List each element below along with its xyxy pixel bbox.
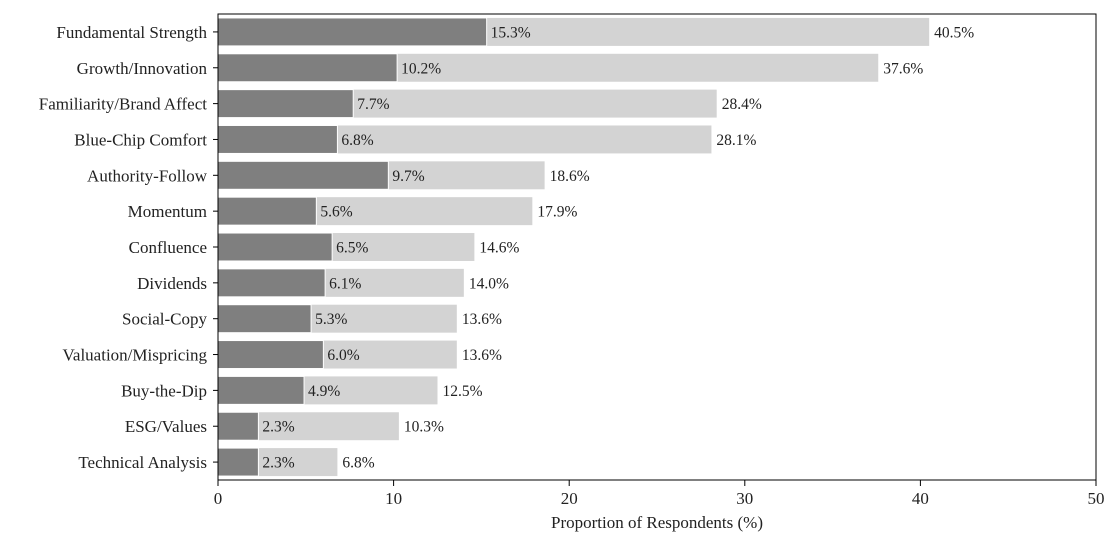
value-label-total: 28.1%	[716, 132, 756, 149]
x-tick-label: 0	[214, 489, 223, 508]
bar-strong	[217, 89, 354, 119]
category-label: Social-Copy	[122, 310, 207, 329]
bar-strong	[217, 160, 389, 190]
category-labels: Fundamental Strength Growth/Innovation Fam…	[39, 23, 218, 472]
value-label-total: 6.8%	[342, 455, 374, 472]
value-label-total: 12.5%	[443, 383, 483, 400]
x-tick-label: 30	[736, 489, 753, 508]
value-label-total: 10.3%	[404, 419, 444, 436]
bar-strong	[217, 196, 317, 226]
category-label: Dividends	[137, 274, 207, 293]
value-label-strong: 5.3%	[315, 311, 347, 328]
value-label-total: 13.6%	[462, 311, 502, 328]
bar-strong	[217, 17, 488, 47]
category-label: Momentum	[128, 202, 207, 221]
value-label-strong: 5.6%	[320, 204, 352, 221]
value-label-strong: 15.3%	[491, 24, 531, 41]
category-label: Valuation/Mispricing	[63, 346, 208, 365]
category-label: Fundamental Strength	[56, 23, 207, 42]
value-label-strong: 6.1%	[329, 275, 361, 292]
value-labels: 15.3% 40.5% 10.2% 37.6% 7.7% 28.4% 6.8% 28.1% 9.…	[262, 24, 974, 471]
value-label-strong: 9.7%	[392, 168, 424, 185]
value-label-strong: 2.3%	[262, 455, 294, 472]
x-axis-ticks: 0 10 20 30 40 50	[214, 480, 1105, 508]
value-label-strong: 7.7%	[357, 96, 389, 113]
category-label: Buy-the-Dip	[121, 381, 207, 400]
category-label: Blue-Chip Comfort	[74, 130, 207, 149]
value-label-strong: 6.0%	[327, 347, 359, 364]
bar-strong	[217, 340, 324, 370]
category-label: ESG/Values	[125, 417, 207, 436]
value-label-total: 14.6%	[479, 240, 519, 257]
bar-strong	[217, 53, 398, 83]
value-label-total: 18.6%	[550, 168, 590, 185]
x-axis-title: Proportion of Respondents (%)	[551, 513, 763, 532]
x-tick-label: 50	[1088, 489, 1105, 508]
x-tick-label: 40	[912, 489, 929, 508]
category-label: Familiarity/Brand Affect	[39, 95, 208, 114]
value-label-total: 37.6%	[883, 60, 923, 77]
x-tick-label: 20	[561, 489, 578, 508]
category-label: Confluence	[129, 238, 207, 257]
value-label-total: 40.5%	[934, 24, 974, 41]
bar-strong	[217, 232, 333, 262]
value-label-strong: 10.2%	[401, 60, 441, 77]
value-label-strong: 2.3%	[262, 419, 294, 436]
bar-strong	[217, 124, 338, 154]
value-label-total: 28.4%	[722, 96, 762, 113]
bar-strong	[217, 411, 259, 441]
plot-frame	[217, 13, 1097, 481]
bar-strong	[217, 447, 259, 477]
value-label-total: 13.6%	[462, 347, 502, 364]
bar-strong	[217, 304, 312, 334]
value-label-strong: 6.8%	[341, 132, 373, 149]
x-tick-label: 10	[385, 489, 402, 508]
value-label-total: 14.0%	[469, 275, 509, 292]
bar-strong	[217, 268, 326, 298]
value-label-total: 17.9%	[537, 204, 577, 221]
strong-bars	[217, 17, 488, 477]
category-label: Technical Analysis	[78, 453, 207, 472]
value-label-strong: 6.5%	[336, 240, 368, 257]
category-label: Growth/Innovation	[77, 59, 208, 78]
bar-strong	[217, 375, 305, 405]
value-label-strong: 4.9%	[308, 383, 340, 400]
category-label: Authority-Follow	[87, 166, 208, 185]
